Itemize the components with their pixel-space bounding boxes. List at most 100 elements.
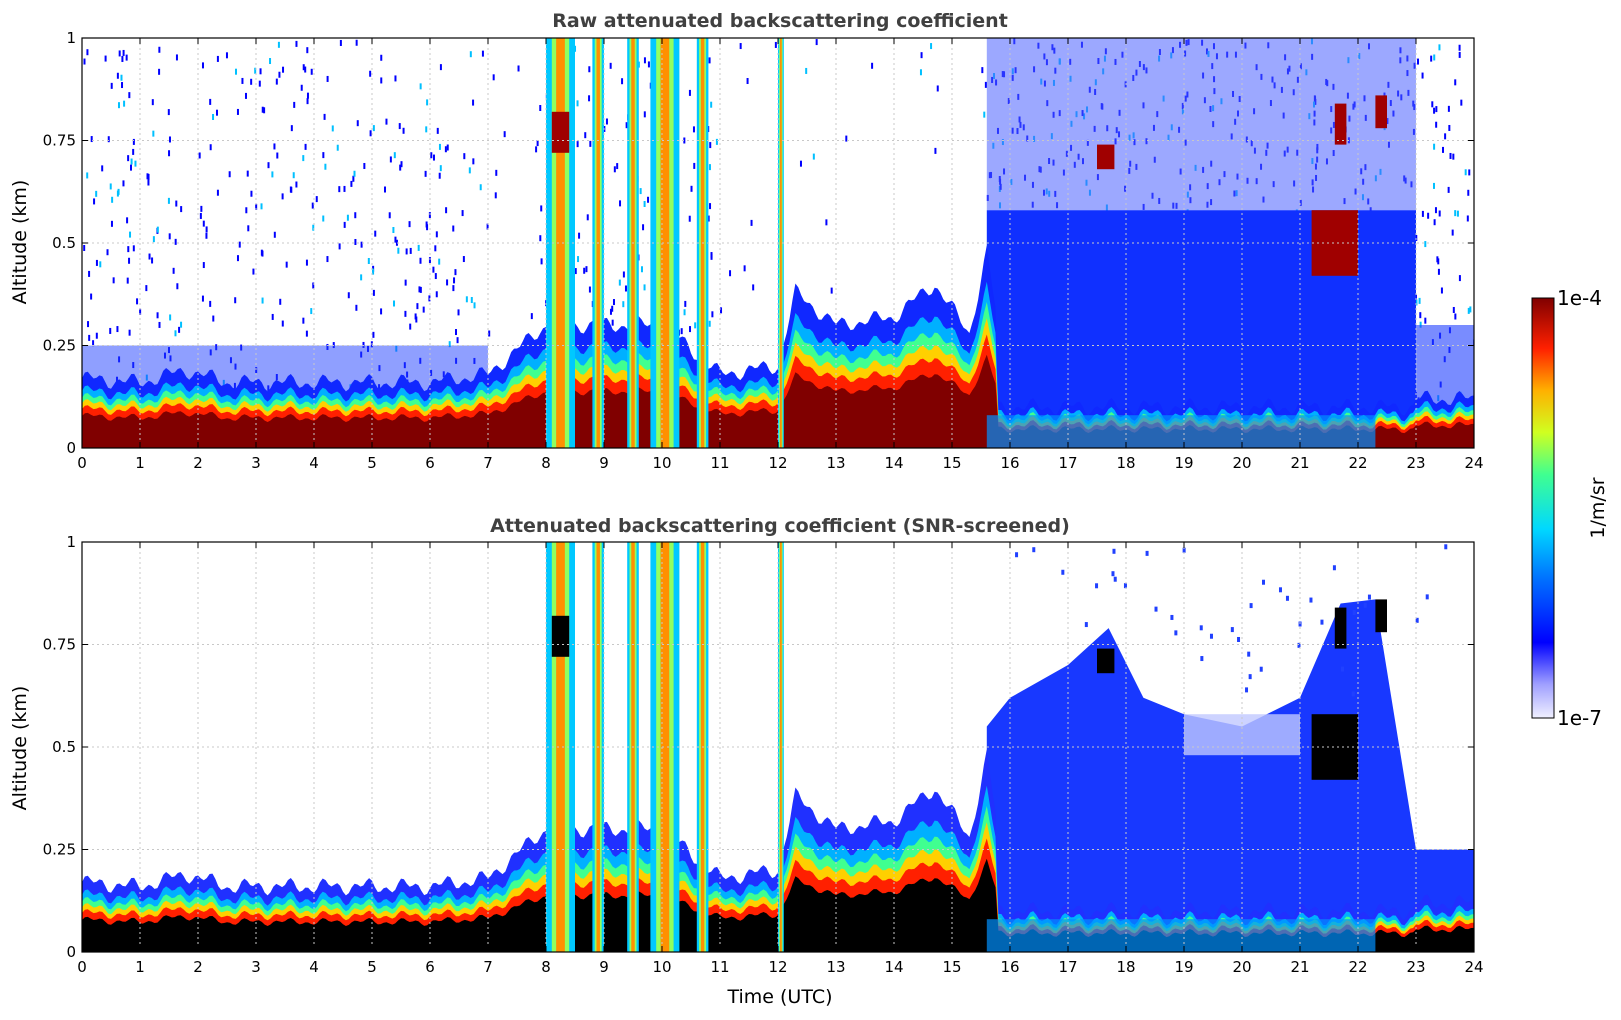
noise-speck [1433,107,1436,114]
noise-speck [468,167,471,174]
noise-speck [536,140,539,147]
noise-speck [355,304,358,311]
noise-speck [346,214,349,221]
noise-speck [260,249,263,256]
noise-speck [322,215,325,222]
noise-speck [430,152,433,159]
noise-speck [228,171,231,178]
x-tick-label: 23 [1406,454,1425,472]
noise-speck [709,142,712,149]
noise-speck [1123,583,1127,589]
noise-speck [453,277,456,284]
noise-speck [122,49,125,56]
noise-speck [530,313,533,320]
noise-speck [126,277,129,284]
aerosol-layer [986,599,1474,952]
noise-speck [588,95,591,102]
noise-speck [1332,565,1336,571]
cloud-column-core [780,542,782,952]
noise-speck [825,219,828,226]
noise-speck [472,99,475,106]
noise-speck [132,245,135,252]
noise-speck [174,330,177,337]
noise-speck [424,170,427,177]
noise-speck [936,85,939,92]
noise-speck [199,212,202,219]
noise-speck [263,107,266,114]
y-tick-label: 0.25 [43,337,76,355]
noise-speck [302,64,305,71]
noise-speck [1425,594,1429,600]
x-tick-label: 19 [1174,958,1193,976]
x-tick-label: 14 [884,454,903,472]
noise-speck [304,66,307,73]
noise-speck [422,306,425,313]
noise-speck [409,247,412,254]
noise-speck [1419,312,1422,319]
noise-speck [215,109,218,116]
noise-speck [1261,579,1265,585]
noise-speck [444,146,447,153]
x-tick-label: 8 [541,958,551,976]
noise-speck [488,330,491,337]
noise-speck [643,284,646,291]
noise-speck [983,111,986,118]
noise-speck [126,217,129,224]
cloud-patch [551,111,570,153]
noise-speck [642,224,645,231]
noise-speck [104,55,107,62]
noise-speck [180,206,183,213]
noise-speck [352,175,355,182]
panel-raw: Raw attenuated backscattering coefficien… [9,10,1484,472]
noise-speck [688,215,691,222]
noise-speck [362,341,365,348]
noise-speck [201,295,204,302]
noise-speck [408,221,411,228]
noise-speck [95,190,98,197]
colorbar: 1e-4 1e-7 1/m/sr [1531,286,1609,730]
noise-speck [300,84,303,91]
noise-speck [146,173,149,180]
noise-speck [452,285,455,292]
noise-speck [87,321,90,328]
noise-speck [1433,54,1436,61]
noise-speck [414,313,417,320]
noise-speck [1170,614,1174,620]
noise-speck [212,113,215,120]
noise-speck [281,320,284,327]
noise-speck [310,68,313,75]
noise-speck [282,66,285,73]
noise-speck [1444,133,1447,140]
noise-speck [517,65,520,72]
noise-speck [739,43,742,50]
y-tick-label: 0 [66,943,76,961]
noise-speck [1278,587,1282,593]
noise-speck [118,50,121,57]
noise-speck [618,279,621,286]
noise-speck [112,277,115,284]
noise-speck [236,255,239,262]
noise-speck [400,161,403,168]
noise-speck [305,259,308,266]
noise-speck [707,215,710,222]
x-tick-label: 18 [1116,958,1135,976]
noise-speck [106,249,109,256]
noise-speck [399,164,402,171]
noise-speck [934,147,937,154]
noise-speck [1437,268,1440,275]
noise-speck [393,152,396,159]
x-tick-label: 9 [599,454,609,472]
noise-speck [293,101,296,108]
noise-speck [479,184,482,191]
noise-speck [158,68,161,75]
noise-speck [261,297,264,304]
noise-speck [312,224,315,231]
noise-speck [338,186,341,193]
x-tick-label: 10 [652,454,671,472]
noise-speck [117,188,120,195]
noise-speck [88,334,91,341]
noise-speck [1448,124,1451,131]
noise-speck [134,160,137,167]
noise-speck [90,136,93,143]
noise-speck [369,130,372,137]
